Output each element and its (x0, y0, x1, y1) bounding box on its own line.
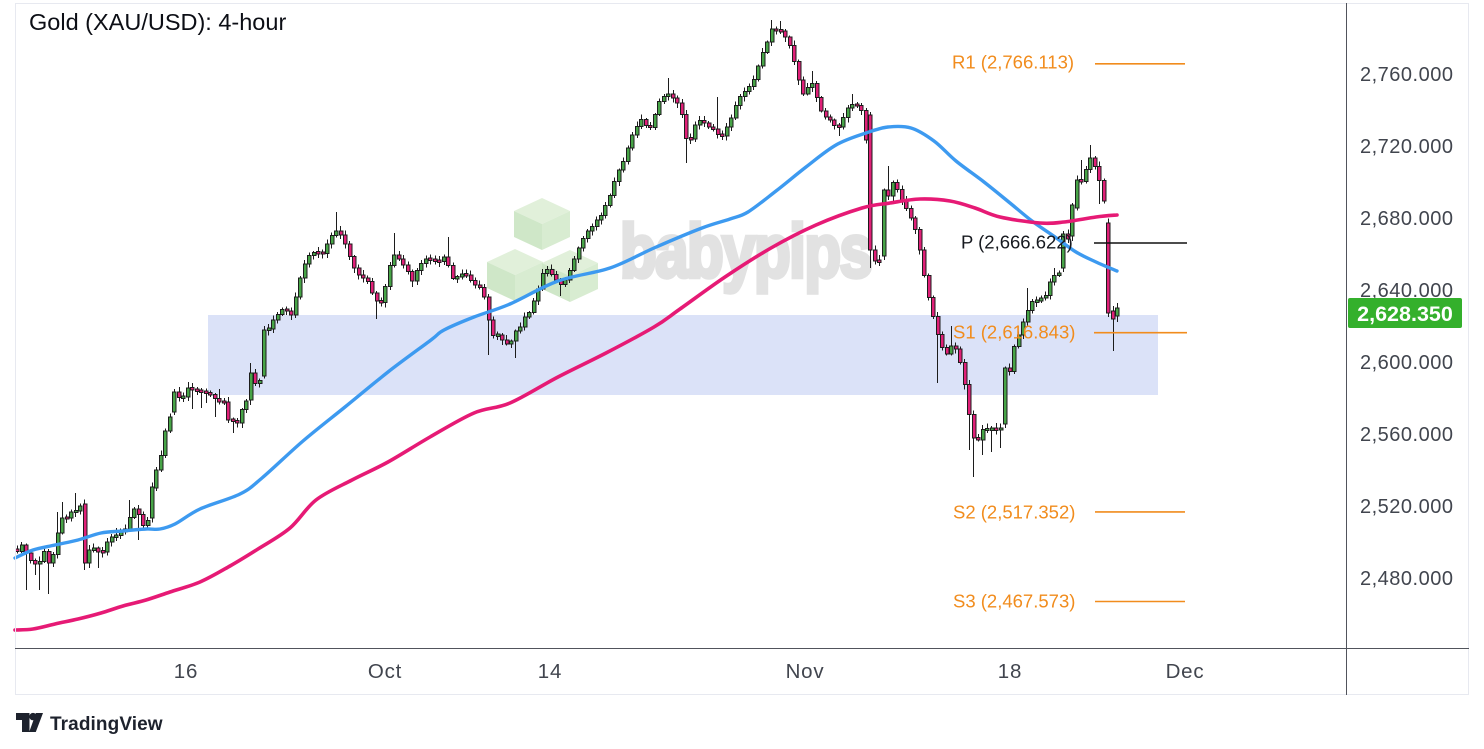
svg-text:18: 18 (998, 660, 1022, 683)
svg-text:2,628.350: 2,628.350 (1357, 302, 1453, 326)
svg-text:14: 14 (538, 660, 562, 683)
svg-text:P (2,666.622): P (2,666.622) (961, 232, 1073, 253)
svg-text:2,480.000: 2,480.000 (1360, 568, 1453, 590)
svg-text:TradingView: TradingView (50, 714, 163, 735)
svg-text:babypips: babypips (620, 211, 871, 294)
svg-text:2,640.000: 2,640.000 (1360, 280, 1453, 302)
svg-text:2,560.000: 2,560.000 (1360, 424, 1453, 446)
svg-text:R1 (2,766.113): R1 (2,766.113) (952, 52, 1074, 73)
svg-text:2,520.000: 2,520.000 (1360, 496, 1453, 518)
svg-text:S2 (2,517.352): S2 (2,517.352) (953, 502, 1075, 523)
svg-text:2,680.000: 2,680.000 (1360, 208, 1453, 230)
svg-text:Oct: Oct (368, 660, 402, 683)
svg-text:S1 (2,616.843): S1 (2,616.843) (953, 322, 1075, 343)
svg-text:Gold (XAU/USD): 4-hour: Gold (XAU/USD): 4-hour (29, 9, 286, 35)
svg-text:S3 (2,467.573): S3 (2,467.573) (953, 591, 1075, 612)
svg-text:2,760.000: 2,760.000 (1360, 64, 1453, 86)
svg-text:2,600.000: 2,600.000 (1360, 352, 1453, 374)
svg-text:2,720.000: 2,720.000 (1360, 136, 1453, 158)
svg-text:16: 16 (174, 660, 198, 683)
svg-text:Dec: Dec (1166, 660, 1205, 683)
svg-text:Nov: Nov (786, 660, 825, 683)
